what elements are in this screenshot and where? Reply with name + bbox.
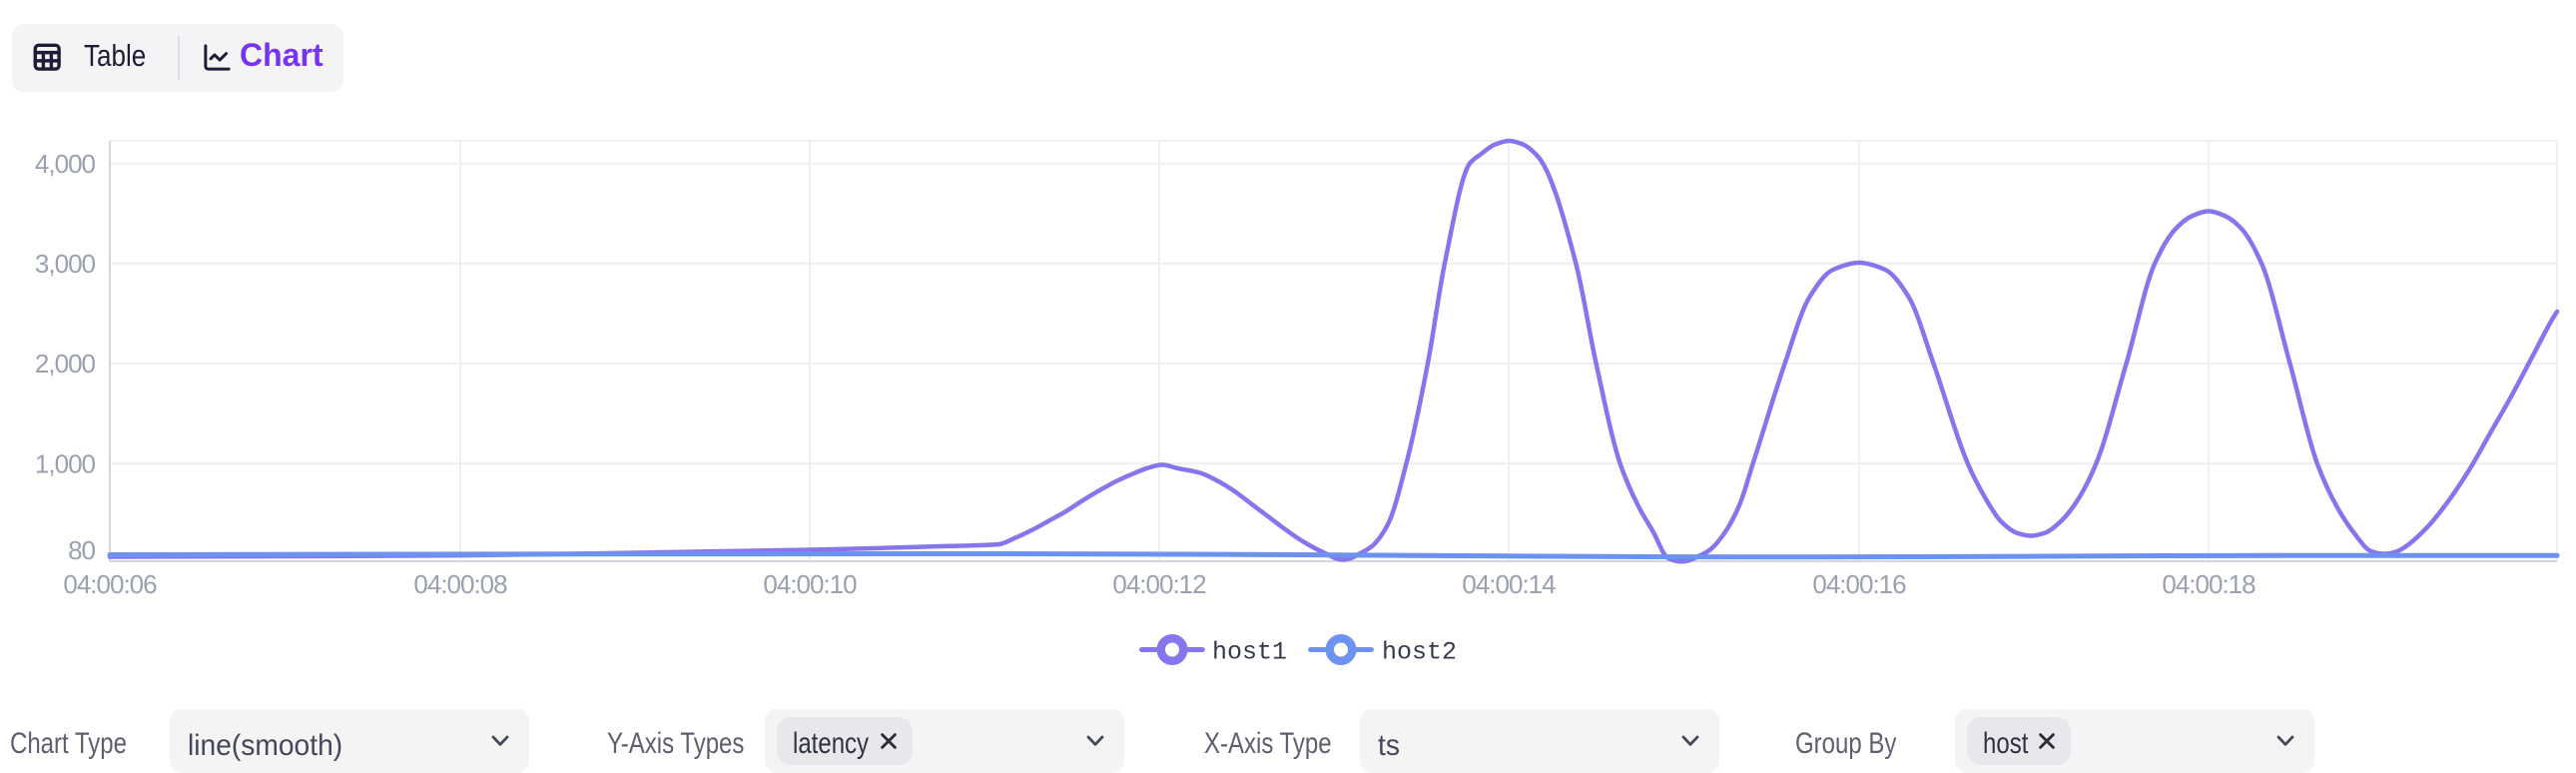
svg-text:host1: host1	[1212, 638, 1287, 667]
svg-text:4,000: 4,000	[35, 149, 96, 179]
svg-text:1,000: 1,000	[35, 448, 96, 478]
svg-text:04:00:10: 04:00:10	[763, 569, 857, 599]
svg-text:2,000: 2,000	[35, 349, 96, 379]
svg-text:04:00:16: 04:00:16	[1812, 569, 1906, 599]
svg-text:04:00:06: 04:00:06	[63, 569, 157, 599]
svg-text:04:00:14: 04:00:14	[1462, 569, 1556, 599]
svg-text:04:00:18: 04:00:18	[2162, 569, 2255, 599]
svg-text:host2: host2	[1382, 638, 1457, 667]
svg-text:04:00:08: 04:00:08	[413, 569, 507, 599]
svg-text:04:00:12: 04:00:12	[1112, 569, 1206, 599]
svg-text:80: 80	[68, 535, 95, 565]
svg-text:3,000: 3,000	[35, 249, 96, 279]
